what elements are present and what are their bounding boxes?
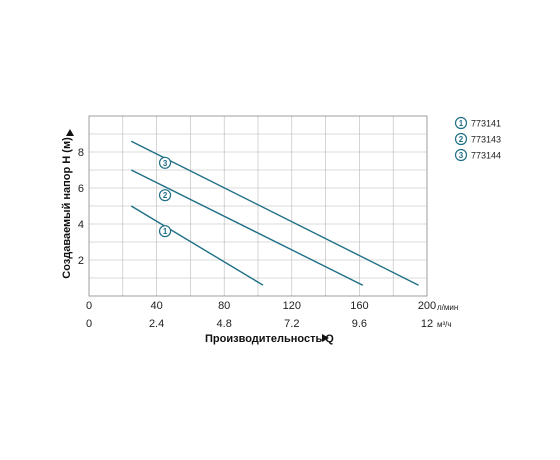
series-markers: 1 2 3: [158, 156, 172, 238]
x-unit-secondary: м³/ч: [437, 320, 452, 329]
x-tick-labels-secondary: 0 2.4 4.8 7.2 9.6 12: [86, 318, 433, 330]
legend-entry: 773141: [471, 119, 501, 129]
x-tick-label-secondary: 4.8: [217, 318, 232, 330]
x-tick-label-primary: 200: [418, 300, 436, 312]
legend-marker-label: 3: [459, 151, 464, 160]
x-tick-label-primary: 40: [150, 300, 162, 312]
y-axis-arrow-icon: [66, 129, 74, 136]
x-tick-labels-primary: 0 40 80 120 160 200: [86, 300, 436, 312]
series-line-1: [130, 205, 264, 286]
series-marker-circle: [158, 225, 172, 238]
series-marker-circle: [158, 189, 172, 202]
x-tick-label-secondary: 9.6: [352, 318, 367, 330]
legend: 1 773141 2 773143 3 773144: [454, 116, 501, 162]
x-axis-arrow-icon: [322, 334, 329, 342]
legend-marker-circle: [454, 116, 468, 130]
legend-entry: 773143: [471, 135, 501, 145]
series-lines: [130, 140, 419, 286]
series-marker-label: 3: [163, 159, 168, 168]
legend-marker-circle: [454, 132, 468, 146]
y-axis-title: Создаваемый напор H (м): [61, 137, 73, 279]
x-unit-primary: л/мин: [437, 303, 458, 312]
legend-marker-label: 1: [459, 119, 464, 128]
grid-lines: [89, 116, 427, 296]
y-tick-label: 2: [78, 255, 84, 267]
series-marker-circle: [158, 156, 172, 169]
x-tick-label-primary: 160: [350, 300, 368, 312]
x-tick-label-secondary: 7.2: [284, 318, 299, 330]
legend-marker-circle: [454, 148, 468, 162]
x-tick-label-secondary: 12: [421, 318, 433, 330]
x-tick-label-secondary: 2.4: [149, 318, 164, 330]
x-tick-label-secondary: 0: [86, 318, 92, 330]
legend-marker-label: 2: [459, 135, 464, 144]
x-axis-title: Производительность Q: [205, 333, 334, 345]
x-tick-label-primary: 80: [218, 300, 230, 312]
series-marker-label: 2: [163, 191, 168, 200]
series-marker-label: 1: [163, 227, 168, 236]
x-tick-label-primary: 0: [86, 300, 92, 312]
y-tick-labels: 2 4 6 8: [78, 147, 84, 267]
plot-frame: [88, 115, 428, 297]
series-line-2: [130, 169, 364, 286]
legend-entry: 773144: [471, 151, 501, 161]
series-line-3: [130, 140, 419, 286]
y-tick-label: 6: [78, 183, 84, 195]
y-tick-label: 8: [78, 147, 84, 159]
x-tick-label-primary: 120: [283, 300, 301, 312]
y-tick-label: 4: [78, 219, 84, 231]
